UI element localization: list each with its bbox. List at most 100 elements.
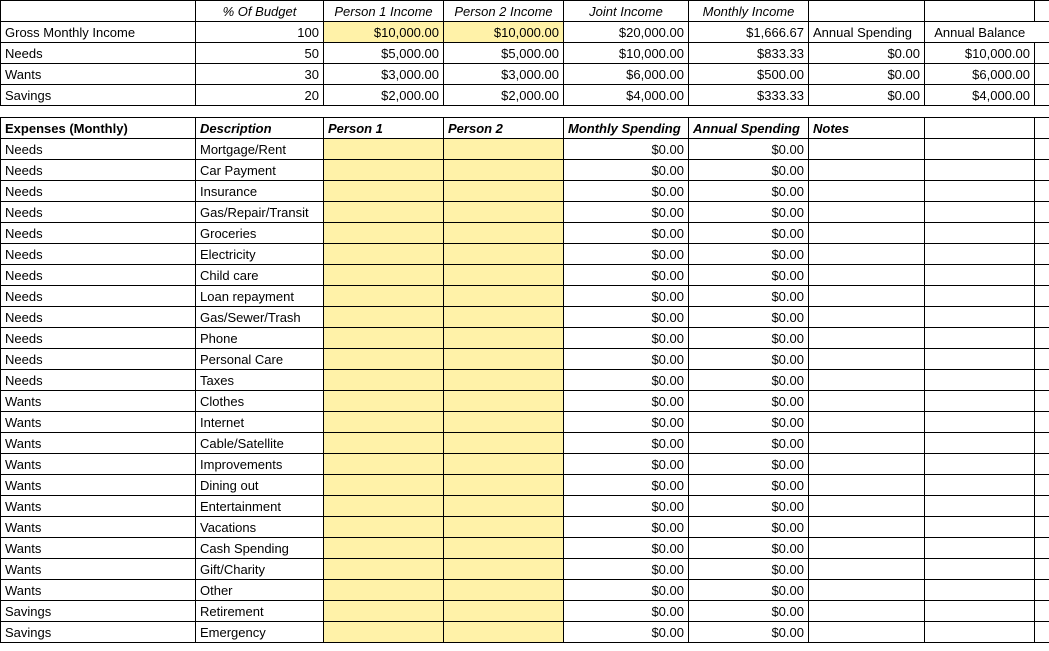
expense-p2-input[interactable] bbox=[444, 244, 564, 265]
expense-annual[interactable]: $0.00 bbox=[689, 223, 809, 244]
expense-p1-input[interactable] bbox=[324, 349, 444, 370]
expense-p1-input[interactable] bbox=[324, 370, 444, 391]
summary-joint[interactable]: $4,000.00 bbox=[564, 85, 689, 106]
expense-notes[interactable] bbox=[809, 622, 925, 643]
expense-p2-input[interactable] bbox=[444, 559, 564, 580]
summary-annual-spending[interactable]: $0.00 bbox=[809, 85, 925, 106]
expense-monthly[interactable]: $0.00 bbox=[564, 412, 689, 433]
expense-notes[interactable] bbox=[809, 475, 925, 496]
expense-monthly[interactable]: $0.00 bbox=[564, 244, 689, 265]
expense-notes[interactable] bbox=[809, 391, 925, 412]
expense-category[interactable]: Wants bbox=[1, 454, 196, 475]
expense-p2-input[interactable] bbox=[444, 139, 564, 160]
expense-p2-input[interactable] bbox=[444, 181, 564, 202]
summary-joint[interactable]: $6,000.00 bbox=[564, 64, 689, 85]
expense-description[interactable]: Clothes bbox=[196, 391, 324, 412]
expense-monthly[interactable]: $0.00 bbox=[564, 328, 689, 349]
expense-p2-input[interactable] bbox=[444, 496, 564, 517]
expense-p2-input[interactable] bbox=[444, 160, 564, 181]
expense-annual[interactable]: $0.00 bbox=[689, 433, 809, 454]
expense-description[interactable]: Mortgage/Rent bbox=[196, 139, 324, 160]
expense-monthly[interactable]: $0.00 bbox=[564, 559, 689, 580]
expense-monthly[interactable]: $0.00 bbox=[564, 517, 689, 538]
expense-notes[interactable] bbox=[809, 454, 925, 475]
expense-notes[interactable] bbox=[809, 433, 925, 454]
expense-p1-input[interactable] bbox=[324, 622, 444, 643]
expense-category[interactable]: Needs bbox=[1, 307, 196, 328]
expense-notes[interactable] bbox=[809, 370, 925, 391]
expense-monthly[interactable]: $0.00 bbox=[564, 433, 689, 454]
summary-joint[interactable]: $10,000.00 bbox=[564, 43, 689, 64]
summary-p2[interactable]: $10,000.00 bbox=[444, 22, 564, 43]
summary-annual-spending[interactable]: $0.00 bbox=[809, 43, 925, 64]
expense-annual[interactable]: $0.00 bbox=[689, 160, 809, 181]
expense-category[interactable]: Needs bbox=[1, 202, 196, 223]
expense-p1-input[interactable] bbox=[324, 559, 444, 580]
expense-monthly[interactable]: $0.00 bbox=[564, 454, 689, 475]
expense-category[interactable]: Savings bbox=[1, 622, 196, 643]
expense-description[interactable]: Gift/Charity bbox=[196, 559, 324, 580]
expense-category[interactable]: Wants bbox=[1, 559, 196, 580]
expense-monthly[interactable]: $0.00 bbox=[564, 601, 689, 622]
expense-annual[interactable]: $0.00 bbox=[689, 622, 809, 643]
expense-p1-input[interactable] bbox=[324, 601, 444, 622]
expense-description[interactable]: Vacations bbox=[196, 517, 324, 538]
expense-notes[interactable] bbox=[809, 307, 925, 328]
expense-notes[interactable] bbox=[809, 244, 925, 265]
expense-notes[interactable] bbox=[809, 412, 925, 433]
summary-joint[interactable]: $20,000.00 bbox=[564, 22, 689, 43]
expense-category[interactable]: Wants bbox=[1, 475, 196, 496]
summary-monthly[interactable]: $500.00 bbox=[689, 64, 809, 85]
expense-monthly[interactable]: $0.00 bbox=[564, 370, 689, 391]
expense-p2-input[interactable] bbox=[444, 223, 564, 244]
expense-p1-input[interactable] bbox=[324, 580, 444, 601]
expense-category[interactable]: Wants bbox=[1, 391, 196, 412]
expense-annual[interactable]: $0.00 bbox=[689, 538, 809, 559]
expense-description[interactable]: Taxes bbox=[196, 370, 324, 391]
expense-monthly[interactable]: $0.00 bbox=[564, 223, 689, 244]
expense-annual[interactable]: $0.00 bbox=[689, 328, 809, 349]
expense-annual[interactable]: $0.00 bbox=[689, 454, 809, 475]
expense-description[interactable]: Child care bbox=[196, 265, 324, 286]
expense-notes[interactable] bbox=[809, 328, 925, 349]
expense-notes[interactable] bbox=[809, 286, 925, 307]
expense-p1-input[interactable] bbox=[324, 538, 444, 559]
expense-annual[interactable]: $0.00 bbox=[689, 139, 809, 160]
summary-pct[interactable]: 100 bbox=[196, 22, 324, 43]
expense-monthly[interactable]: $0.00 bbox=[564, 160, 689, 181]
expense-annual[interactable]: $0.00 bbox=[689, 265, 809, 286]
expense-notes[interactable] bbox=[809, 265, 925, 286]
expense-p2-input[interactable] bbox=[444, 412, 564, 433]
summary-label[interactable]: Savings bbox=[1, 85, 196, 106]
expense-monthly[interactable]: $0.00 bbox=[564, 538, 689, 559]
expense-p2-input[interactable] bbox=[444, 307, 564, 328]
expense-description[interactable]: Other bbox=[196, 580, 324, 601]
expense-description[interactable]: Cable/Satellite bbox=[196, 433, 324, 454]
expense-notes[interactable] bbox=[809, 349, 925, 370]
expense-description[interactable]: Phone bbox=[196, 328, 324, 349]
summary-pct[interactable]: 20 bbox=[196, 85, 324, 106]
expense-p2-input[interactable] bbox=[444, 391, 564, 412]
summary-monthly[interactable]: $1,666.67 bbox=[689, 22, 809, 43]
expense-category[interactable]: Needs bbox=[1, 286, 196, 307]
summary-p2[interactable]: $5,000.00 bbox=[444, 43, 564, 64]
expense-monthly[interactable]: $0.00 bbox=[564, 307, 689, 328]
expense-monthly[interactable]: $0.00 bbox=[564, 391, 689, 412]
expense-notes[interactable] bbox=[809, 538, 925, 559]
expense-category[interactable]: Wants bbox=[1, 538, 196, 559]
expense-category[interactable]: Wants bbox=[1, 433, 196, 454]
summary-pct[interactable]: 50 bbox=[196, 43, 324, 64]
expense-description[interactable]: Personal Care bbox=[196, 349, 324, 370]
expense-description[interactable]: Groceries bbox=[196, 223, 324, 244]
expense-p2-input[interactable] bbox=[444, 517, 564, 538]
expense-annual[interactable]: $0.00 bbox=[689, 244, 809, 265]
expense-annual[interactable]: $0.00 bbox=[689, 517, 809, 538]
expense-description[interactable]: Insurance bbox=[196, 181, 324, 202]
expense-p1-input[interactable] bbox=[324, 307, 444, 328]
expense-category[interactable]: Needs bbox=[1, 160, 196, 181]
summary-annual-spending[interactable]: $0.00 bbox=[809, 64, 925, 85]
summary-p1[interactable]: $2,000.00 bbox=[324, 85, 444, 106]
expense-category[interactable]: Needs bbox=[1, 181, 196, 202]
expense-p2-input[interactable] bbox=[444, 328, 564, 349]
summary-annual-balance[interactable]: $4,000.00 bbox=[925, 85, 1035, 106]
